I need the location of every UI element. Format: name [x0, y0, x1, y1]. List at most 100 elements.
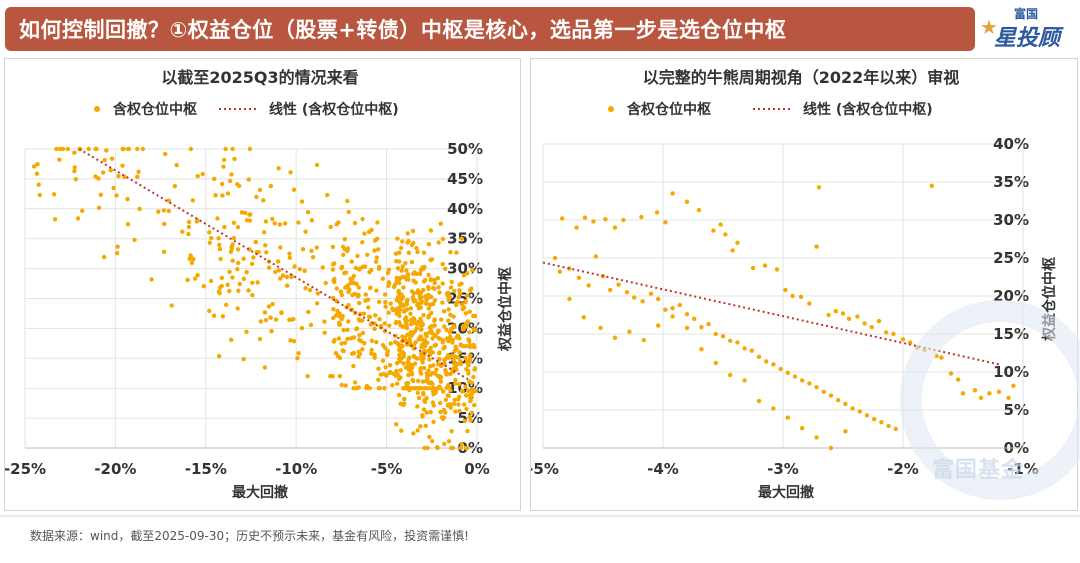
data-point	[457, 408, 462, 414]
data-point	[401, 361, 406, 366]
data-point	[331, 339, 337, 344]
data-point	[586, 283, 591, 288]
data-point	[231, 235, 237, 241]
data-point	[567, 296, 572, 302]
data-point	[250, 280, 255, 285]
data-point	[460, 306, 465, 312]
data-point	[624, 290, 630, 295]
data-point	[421, 287, 426, 293]
data-point	[269, 329, 274, 334]
data-point	[455, 355, 461, 360]
brand-logo: ★ 富国 星投顾	[978, 3, 1078, 55]
data-point	[330, 244, 336, 250]
data-point	[132, 237, 137, 243]
data-point	[560, 216, 565, 221]
data-point	[440, 281, 445, 286]
data-point	[360, 347, 365, 352]
data-point	[427, 294, 433, 299]
data-point	[406, 357, 411, 362]
data-point	[409, 369, 414, 374]
data-point	[459, 236, 464, 241]
data-point	[166, 208, 171, 214]
data-point	[742, 346, 747, 351]
data-point	[385, 348, 390, 354]
data-point	[428, 372, 433, 377]
data-point	[268, 315, 273, 320]
data-point	[378, 372, 384, 377]
data-point	[323, 280, 328, 286]
data-point	[670, 191, 675, 196]
data-point	[262, 230, 267, 235]
data-point	[430, 301, 436, 307]
data-point	[463, 300, 468, 305]
data-point	[442, 344, 447, 350]
data-point	[188, 146, 194, 152]
data-point	[404, 383, 409, 388]
data-point	[306, 309, 311, 315]
data-point	[96, 205, 102, 210]
data-point	[800, 426, 805, 431]
data-point	[350, 292, 355, 298]
data-point	[254, 194, 259, 200]
data-point	[785, 370, 790, 375]
data-point	[395, 341, 401, 346]
data-point	[276, 166, 281, 171]
data-point	[169, 303, 174, 308]
data-point	[125, 196, 130, 202]
data-point	[398, 401, 403, 406]
data-point	[433, 342, 439, 348]
data-point	[116, 174, 121, 179]
data-point	[374, 288, 379, 293]
data-point	[279, 310, 284, 316]
x-tick-label: -10%	[275, 460, 317, 478]
data-point	[428, 257, 433, 263]
data-point	[362, 341, 367, 346]
data-point	[263, 243, 268, 248]
y-tick-label: 35%	[993, 173, 1029, 191]
data-point	[302, 268, 307, 273]
data-point	[466, 337, 472, 342]
data-point	[352, 380, 358, 385]
data-point	[225, 191, 231, 196]
data-point	[372, 355, 377, 360]
data-point	[800, 378, 805, 383]
y-tick-label: 35%	[447, 230, 483, 248]
data-point	[114, 251, 120, 256]
data-point	[438, 336, 443, 342]
data-point	[217, 242, 222, 247]
data-point	[201, 284, 206, 289]
data-point	[458, 359, 463, 364]
data-point	[388, 301, 393, 306]
data-point	[453, 409, 458, 414]
data-point	[412, 361, 418, 366]
brand-small-text: 富国	[1014, 7, 1039, 21]
data-point	[288, 338, 293, 343]
data-point	[641, 337, 646, 343]
data-point	[438, 221, 443, 226]
data-point	[309, 248, 314, 253]
data-point	[255, 280, 260, 285]
data-point	[411, 353, 417, 359]
data-point	[135, 174, 140, 179]
data-point	[420, 360, 425, 365]
data-point	[426, 242, 432, 247]
data-point	[291, 187, 297, 192]
data-point	[456, 294, 461, 300]
watermark-text: 富国基金	[932, 458, 1025, 483]
data-point	[411, 240, 416, 246]
data-point	[814, 244, 819, 249]
data-point	[416, 395, 422, 401]
data-point	[339, 341, 344, 346]
data-point	[397, 259, 402, 264]
data-point	[207, 230, 212, 235]
data-point	[581, 315, 586, 320]
data-point	[826, 312, 831, 318]
data-point	[453, 363, 458, 369]
data-point	[400, 264, 405, 269]
data-point	[608, 287, 613, 293]
data-point	[446, 383, 451, 388]
data-point	[778, 366, 783, 372]
data-point	[582, 215, 588, 220]
data-point	[415, 428, 420, 433]
